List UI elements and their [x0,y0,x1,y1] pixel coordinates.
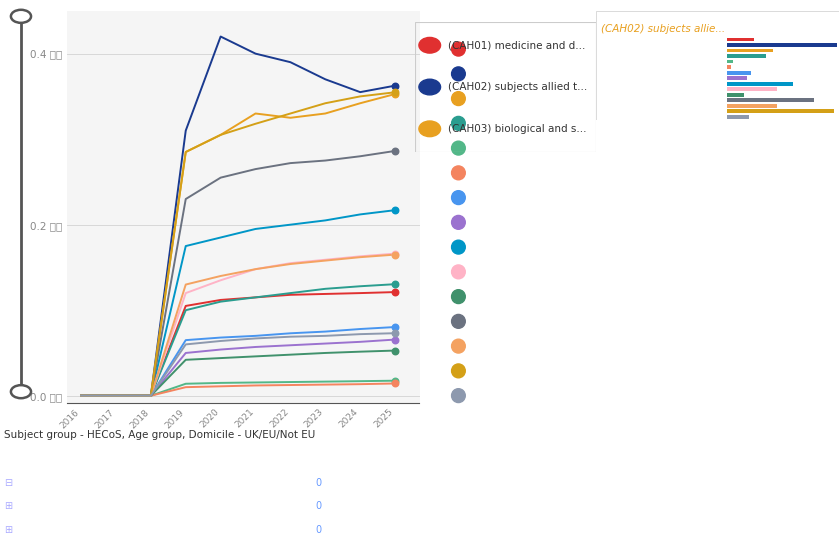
Point [388,249,402,258]
Text: (CAH09) mathematical sciences: (CAH09) mathematical sciences [18,525,175,535]
Bar [727,60,732,64]
Point [388,379,402,388]
Circle shape [451,215,466,230]
Circle shape [451,314,466,329]
Point [388,146,402,155]
Text: ⊞: ⊞ [4,502,13,511]
Text: Subject group - HECoS: Subject group - HECoS [13,450,131,461]
Circle shape [451,116,466,131]
Circle shape [451,91,466,106]
Bar [727,82,793,85]
Bar [727,71,751,75]
Circle shape [451,388,466,403]
Point [388,323,402,331]
Circle shape [451,364,466,378]
Text: Subject group - HECoS, Age group, Domicile - UK/EU/Not EU: Subject group - HECoS, Age group, Domici… [4,430,315,440]
Text: 2: 2 [354,450,361,461]
Text: (CAH13) architecture, building and planning: (CAH13) architecture, building and plann… [510,292,727,301]
Point [388,88,402,97]
Point [388,250,402,259]
Text: (CAH17) business and management: (CAH17) business and management [550,366,727,376]
Circle shape [451,166,466,180]
Text: ⊟: ⊟ [4,478,13,488]
Text: 164,990: 164,990 [783,341,827,351]
Text: 354,840: 354,840 [783,366,827,376]
Circle shape [451,240,466,254]
Text: (CAH09) mathematical sciences: (CAH09) mathematical sciences [570,218,727,227]
Text: 65,670: 65,670 [789,218,827,227]
Bar [727,38,754,41]
Text: (CAH19) language and area studies: (CAH19) language and area studies [552,391,727,400]
Bar [727,65,732,69]
Bar [727,54,767,58]
Circle shape [451,289,466,304]
Circle shape [419,79,440,95]
Point [388,346,402,355]
Bar [727,104,778,108]
Bar [727,87,778,91]
Text: (CAH02) subjects allied to medicine: (CAH02) subjects allied to medicine [551,69,727,79]
Text: (CAH02) subjects allie...: (CAH02) subjects allie... [601,24,725,34]
Point [388,335,402,344]
Text: 17,580: 17,580 [789,143,827,153]
Point [388,280,402,288]
Circle shape [451,190,466,205]
Circle shape [451,42,466,56]
Text: ⊞: ⊞ [4,525,13,535]
Text: (CAH05) veterinary sciences: (CAH05) veterinary sciences [586,143,727,153]
Text: (CAH07) physical sciences: (CAH07) physical sciences [597,193,727,202]
Text: (CAH06) agriculture, food and related studies: (CAH06) agriculture, food and related st… [504,168,727,178]
Text: (CAH06) agriculture, food and related studies: (CAH06) agriculture, food and related st… [18,478,239,488]
Point [388,288,402,296]
Point [388,81,402,90]
Bar [727,98,814,102]
Circle shape [419,121,440,137]
Text: (CAH01) medicine and dentistry: (CAH01) medicine and dentistry [570,44,727,54]
Bar [727,43,836,47]
Text: 286,230: 286,230 [783,317,827,326]
Circle shape [451,339,466,353]
Text: 216,970: 216,970 [783,242,827,252]
Text: 14,320: 14,320 [789,168,827,178]
Circle shape [451,141,466,155]
Bar [727,48,773,52]
Text: (CAH01) medicine and d...: (CAH01) medicine and d... [448,40,585,50]
Point [388,376,402,385]
Bar [727,109,834,113]
Point [388,206,402,214]
Text: 0: 0 [315,478,321,488]
Text: 130,420: 130,420 [783,119,827,128]
Bar [727,115,749,119]
Point [388,329,402,337]
Text: 80,310: 80,310 [789,193,827,202]
Text: (CAH11) computing: (CAH11) computing [630,267,727,277]
Text: 121,190: 121,190 [783,44,827,54]
Text: (CAH03) biological and s...: (CAH03) biological and s... [448,124,586,134]
Text: (CAH15) social sciences: (CAH15) social sciences [609,317,727,326]
Text: 0: 0 [315,525,321,535]
Text: (CAH02) subjects allied t...: (CAH02) subjects allied t... [448,82,587,92]
Circle shape [419,38,440,53]
Bar [727,76,747,80]
Text: 52,810: 52,810 [789,292,827,301]
Text: (CAH03) biological and sport sciences: (CAH03) biological and sport sciences [541,94,727,103]
Text: 166,180: 166,180 [783,267,827,277]
Text: (CAH10) engineering and technology: (CAH10) engineering and technology [545,242,727,252]
Text: (CAH04) psychology: (CAH04) psychology [628,119,727,128]
Text: (CAH07) physical sciences: (CAH07) physical sciences [18,502,147,511]
Text: 73,110: 73,110 [789,391,827,400]
Text: 2016: 2016 [305,450,331,461]
Text: 2025: 2025 [452,13,495,27]
Bar [727,92,743,96]
Circle shape [451,67,466,81]
Text: 362,570: 362,570 [783,69,827,79]
Point [388,90,402,98]
Circle shape [451,265,466,279]
Text: 152,780: 152,780 [783,94,827,103]
Text: 0: 0 [315,502,321,511]
Text: (CAH16) law: (CAH16) law [665,341,727,351]
